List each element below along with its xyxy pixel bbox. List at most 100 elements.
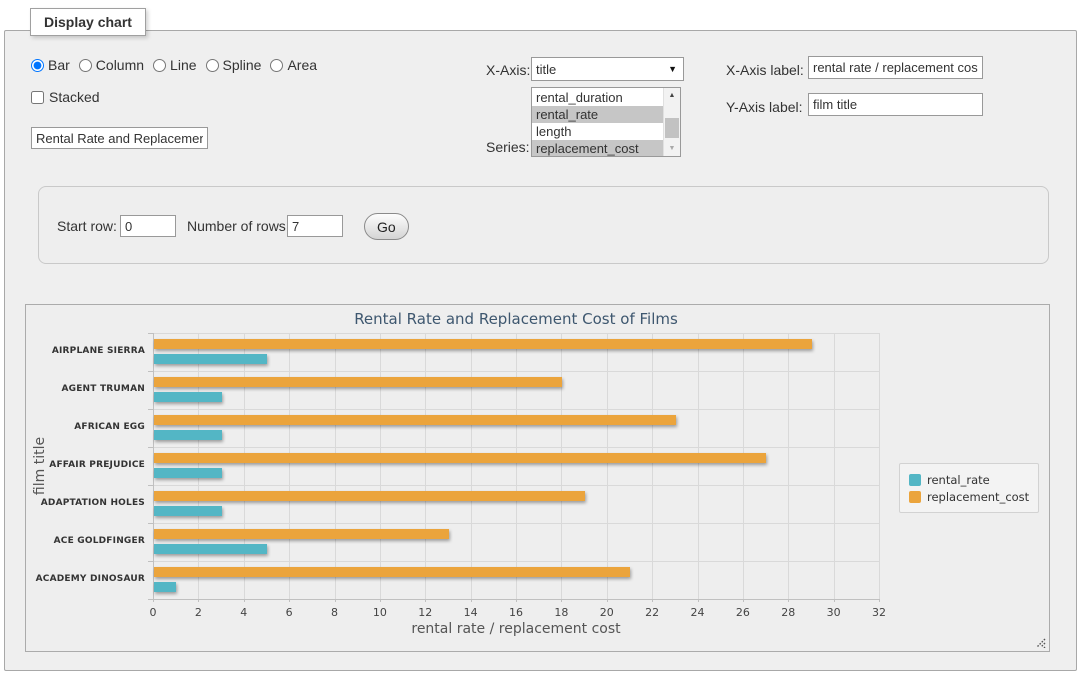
y-axis-label-label: Y-Axis label: — [726, 99, 803, 115]
chart-type-bar[interactable]: Bar — [31, 57, 70, 73]
bar-replacement_cost[interactable] — [154, 415, 676, 425]
listbox-scrollbar[interactable]: ▲ ▼ — [663, 88, 680, 156]
gridline — [516, 333, 517, 599]
legend-swatch-icon — [909, 491, 921, 503]
start-row-label: Start row: — [57, 218, 117, 234]
bar-rental_rate[interactable] — [154, 354, 267, 364]
stacked-checkbox-row[interactable]: Stacked — [31, 89, 100, 105]
gridline — [198, 333, 199, 599]
chart-title-input[interactable] — [31, 127, 208, 149]
gridline — [153, 371, 879, 372]
scroll-down-icon[interactable]: ▼ — [664, 141, 680, 156]
gridline — [153, 485, 879, 486]
bar-replacement_cost[interactable] — [154, 453, 766, 463]
chart-type-label: Line — [170, 57, 196, 73]
x-axis-line — [153, 599, 879, 600]
bar-rental_rate[interactable] — [154, 544, 267, 554]
chart-type-label: Bar — [48, 57, 70, 73]
bar-rental_rate[interactable] — [154, 582, 176, 592]
x-tick-label: 0 — [136, 606, 170, 619]
chart-type-radio-spline[interactable] — [206, 59, 219, 72]
gridline — [743, 333, 744, 599]
gridline — [153, 523, 879, 524]
scroll-up-icon[interactable]: ▲ — [664, 88, 680, 103]
x-tick-label: 28 — [771, 606, 805, 619]
chart-type-area[interactable]: Area — [270, 57, 317, 73]
go-button[interactable]: Go — [364, 213, 409, 240]
bar-replacement_cost[interactable] — [154, 377, 562, 387]
chart-type-radio-group: Bar Column Line Spline Area — [31, 57, 326, 73]
chart-panel: Rental Rate and Replacement Cost of Film… — [25, 304, 1050, 652]
series-option-length[interactable]: length — [532, 123, 663, 140]
series-listbox[interactable]: rental_durationrental_ratelengthreplacem… — [531, 87, 681, 157]
x-tick-label: 6 — [272, 606, 306, 619]
x-tick-label: 4 — [227, 606, 261, 619]
gridline — [471, 333, 472, 599]
legend-swatch-icon — [909, 474, 921, 486]
bar-rental_rate[interactable] — [154, 468, 222, 478]
bar-replacement_cost[interactable] — [154, 339, 812, 349]
x-tick-label: 30 — [817, 606, 851, 619]
bar-rental_rate[interactable] — [154, 506, 222, 516]
legend-item-rental_rate[interactable]: rental_rate — [909, 471, 1029, 488]
x-tick-label: 18 — [544, 606, 578, 619]
gridline — [425, 333, 426, 599]
x-tick-label: 22 — [635, 606, 669, 619]
chart-type-line[interactable]: Line — [153, 57, 196, 73]
bar-replacement_cost[interactable] — [154, 567, 630, 577]
gridline — [607, 333, 608, 599]
chart-type-spline[interactable]: Spline — [206, 57, 262, 73]
category-label: ACADEMY DINOSAUR — [26, 574, 145, 584]
display-chart-fieldset: Display chart BarColumnLineSplineArea St… — [4, 30, 1077, 671]
bar-rental_rate[interactable] — [154, 430, 222, 440]
category-label: AIRPLANE SIERRA — [26, 346, 145, 356]
series-option-rental_duration[interactable]: rental_duration — [532, 89, 663, 106]
x-axis-select-wrap: title ▼ — [531, 57, 684, 81]
category-label: AGENT TRUMAN — [26, 384, 145, 394]
legend-label: replacement_cost — [927, 490, 1029, 504]
bar-rental_rate[interactable] — [154, 392, 222, 402]
y-axis-label-input[interactable] — [808, 93, 983, 116]
series-option-rental_rate[interactable]: rental_rate — [532, 106, 663, 123]
gridline — [153, 561, 879, 562]
scrollbar-thumb[interactable] — [665, 118, 679, 138]
category-label: ACE GOLDFINGER — [26, 536, 145, 546]
x-axis-select-label: X-Axis: — [486, 62, 530, 78]
chart-type-column[interactable]: Column — [79, 57, 144, 73]
resize-grip-icon[interactable] — [1035, 637, 1046, 648]
x-tick-label: 32 — [862, 606, 896, 619]
chart-type-radio-column[interactable] — [79, 59, 92, 72]
x-tick-label: 20 — [590, 606, 624, 619]
gridline — [380, 333, 381, 599]
chart-type-radio-line[interactable] — [153, 59, 166, 72]
x-axis-select[interactable]: title — [531, 57, 684, 81]
bar-replacement_cost[interactable] — [154, 491, 585, 501]
gridline — [788, 333, 789, 599]
chart-type-label: Column — [96, 57, 144, 73]
bar-replacement_cost[interactable] — [154, 529, 449, 539]
chart-type-radio-bar[interactable] — [31, 59, 44, 72]
y-axis-line — [153, 333, 154, 599]
series-option-replacement_cost[interactable]: replacement_cost — [532, 140, 663, 156]
num-rows-input[interactable] — [287, 215, 343, 237]
legend-label: rental_rate — [927, 473, 990, 487]
gridline — [335, 333, 336, 599]
category-label: AFFAIR PREJUDICE — [26, 460, 145, 470]
gridline — [834, 333, 835, 599]
stacked-checkbox[interactable] — [31, 91, 44, 104]
axis-tick — [879, 599, 880, 602]
num-rows-label: Number of rows: — [187, 218, 290, 234]
chart-legend: rental_rate replacement_cost — [899, 463, 1039, 513]
gridline — [289, 333, 290, 599]
start-row-input[interactable] — [120, 215, 176, 237]
gridline — [153, 409, 879, 410]
legend-item-replacement_cost[interactable]: replacement_cost — [909, 488, 1029, 505]
gridline — [561, 333, 562, 599]
chart-type-radio-area[interactable] — [270, 59, 283, 72]
x-tick-label: 8 — [318, 606, 352, 619]
x-axis-label-input[interactable] — [808, 56, 983, 79]
series-options: rental_durationrental_ratelengthreplacem… — [532, 89, 663, 156]
x-tick-label: 24 — [681, 606, 715, 619]
x-tick-label: 14 — [454, 606, 488, 619]
x-tick-label: 26 — [726, 606, 760, 619]
